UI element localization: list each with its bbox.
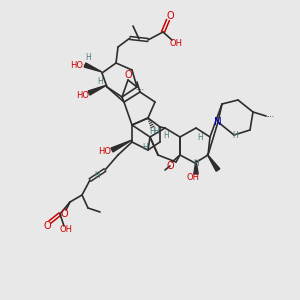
Polygon shape [194,160,198,174]
Text: O: O [124,70,132,80]
Text: H: H [85,53,91,62]
Text: H: H [232,130,238,140]
Text: ····: ···· [136,87,145,93]
Text: H: H [97,77,103,86]
Text: O: O [166,11,174,21]
Text: OH: OH [187,173,200,182]
Text: OH: OH [59,226,73,235]
Text: H: H [153,127,159,136]
Text: H: H [163,131,169,140]
Text: HO: HO [98,148,112,157]
Text: O: O [60,209,68,219]
Polygon shape [207,154,220,171]
Text: H: H [94,172,100,181]
Text: O: O [43,221,51,231]
Text: HO: HO [76,91,89,100]
Text: HO·: HO· [70,61,86,70]
Text: N: N [214,117,222,127]
Polygon shape [111,140,132,152]
Text: H: H [193,158,199,167]
Text: H: H [197,134,203,142]
Text: ····: ···· [266,114,274,120]
Polygon shape [84,63,102,72]
Polygon shape [88,85,107,95]
Text: H: H [149,128,155,136]
Text: OH: OH [169,38,182,47]
Text: O: O [166,161,174,171]
Text: H: H [142,143,148,152]
